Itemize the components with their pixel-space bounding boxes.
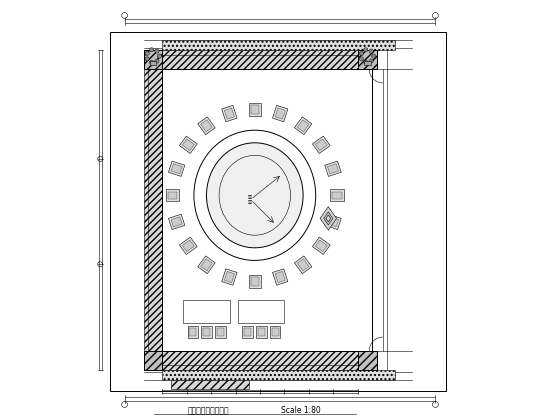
Bar <box>238 300 284 323</box>
Bar <box>244 328 251 336</box>
Circle shape <box>145 51 150 55</box>
Bar <box>315 139 327 150</box>
Bar <box>272 328 279 336</box>
Bar <box>171 164 182 174</box>
Bar <box>183 139 194 150</box>
Text: Scale 1:80: Scale 1:80 <box>281 406 321 415</box>
Circle shape <box>157 54 161 58</box>
Bar <box>166 189 179 201</box>
Bar <box>372 69 383 351</box>
Bar <box>258 328 265 336</box>
Bar <box>275 108 285 119</box>
Bar <box>198 117 215 135</box>
Bar <box>222 105 237 122</box>
Bar <box>203 328 211 336</box>
Bar <box>275 271 285 283</box>
Bar <box>333 192 342 199</box>
Bar <box>162 40 395 50</box>
Bar <box>179 136 197 153</box>
Bar <box>315 240 327 252</box>
Bar <box>150 61 156 65</box>
Bar <box>143 50 162 370</box>
Bar <box>297 259 309 271</box>
Bar <box>168 192 177 199</box>
Bar <box>225 108 235 119</box>
Bar <box>249 275 261 288</box>
Bar <box>222 269 237 285</box>
Bar <box>364 61 371 65</box>
Circle shape <box>360 57 363 61</box>
Bar <box>200 259 212 271</box>
Bar <box>273 269 288 285</box>
Circle shape <box>369 59 374 63</box>
Bar <box>171 380 249 389</box>
Bar <box>110 32 446 391</box>
Bar <box>179 237 197 255</box>
Bar <box>143 50 162 69</box>
Bar <box>202 326 212 338</box>
Circle shape <box>145 57 150 61</box>
Bar <box>295 117 312 135</box>
Bar <box>295 256 312 274</box>
Bar <box>169 214 185 229</box>
Circle shape <box>360 51 363 55</box>
Bar <box>297 120 309 132</box>
Text: 小会议室平面布置图: 小会议室平面布置图 <box>188 406 230 415</box>
Bar <box>162 69 372 351</box>
Bar <box>325 161 341 176</box>
Bar <box>171 217 182 227</box>
Bar <box>189 328 197 336</box>
Bar <box>162 370 395 380</box>
Polygon shape <box>320 207 337 230</box>
Bar <box>251 277 259 286</box>
Bar <box>312 136 330 153</box>
Bar <box>358 50 376 69</box>
Circle shape <box>150 48 153 52</box>
Bar <box>330 189 344 201</box>
Bar <box>251 105 259 114</box>
Bar <box>358 351 376 370</box>
Bar <box>328 217 339 227</box>
Bar <box>312 237 330 255</box>
Bar <box>143 50 376 69</box>
Circle shape <box>155 59 159 63</box>
Circle shape <box>371 54 376 58</box>
Bar <box>169 161 185 176</box>
Bar <box>273 105 288 122</box>
Text: 平面
布置: 平面 布置 <box>248 195 253 204</box>
Bar <box>198 256 215 274</box>
Bar <box>183 240 194 252</box>
Bar <box>225 271 235 283</box>
Circle shape <box>150 60 153 64</box>
Bar <box>184 300 230 323</box>
Bar <box>325 214 341 229</box>
Bar <box>215 326 226 338</box>
Bar <box>143 351 376 370</box>
Bar <box>148 55 372 365</box>
Circle shape <box>363 48 368 52</box>
Bar <box>200 120 212 132</box>
Bar <box>188 326 198 338</box>
Circle shape <box>155 49 159 53</box>
Bar <box>242 326 253 338</box>
Bar <box>249 102 261 116</box>
Bar <box>328 164 339 174</box>
Bar <box>256 326 267 338</box>
Bar <box>217 328 224 336</box>
Ellipse shape <box>207 143 303 248</box>
Bar <box>270 326 281 338</box>
Bar <box>143 351 162 370</box>
Circle shape <box>369 49 374 53</box>
Circle shape <box>363 60 368 64</box>
